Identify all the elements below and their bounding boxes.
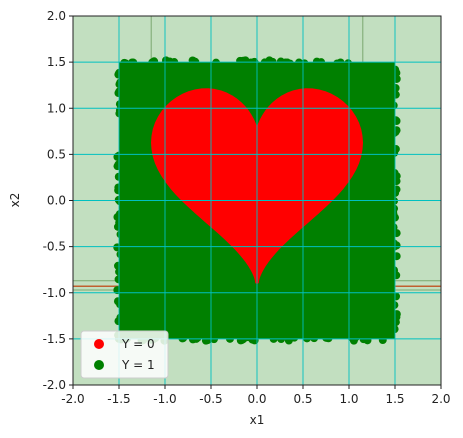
class-1-point <box>303 334 312 343</box>
class-1-point <box>389 207 398 216</box>
y-axis-ticks: -2.0 -1.5 -1.0 -0.5 0.0 0.5 1.0 1.5 2.0 <box>43 9 73 392</box>
class-1-point <box>203 336 212 345</box>
class-1-point <box>113 243 122 252</box>
class-1-point <box>286 59 295 68</box>
class-1-point <box>114 261 123 270</box>
class-1-point <box>389 311 398 320</box>
class-1-point <box>120 58 129 67</box>
class-1-point <box>389 147 398 156</box>
y-tick-label: -1.5 <box>43 332 66 346</box>
y-tick-label: 0.5 <box>47 147 66 161</box>
class-1-point <box>391 318 400 327</box>
class-1-point <box>391 90 400 99</box>
class-1-point <box>344 59 353 68</box>
x-tick-label: 1.0 <box>339 392 358 406</box>
class-1-point <box>188 335 197 344</box>
class-1-point <box>392 68 401 77</box>
class-1-point <box>210 333 219 342</box>
x-tick-label: -1.0 <box>153 392 176 406</box>
class-1-point <box>150 57 159 66</box>
class-1-point <box>392 292 401 301</box>
y-tick-label: 1.5 <box>47 55 66 69</box>
class-1-point <box>115 100 124 109</box>
class-1-point <box>116 250 125 259</box>
y-tick-label: 2.0 <box>47 9 66 23</box>
x-tick-label: -2.0 <box>61 392 84 406</box>
class-1-point <box>279 59 288 68</box>
y-tick-label: -2.0 <box>43 378 66 392</box>
class-1-point <box>129 58 138 67</box>
x-axis-label: x1 <box>250 413 265 427</box>
class-1-point <box>212 58 221 67</box>
class-1-point <box>116 230 125 239</box>
class-1-point <box>248 59 257 68</box>
y-tick-label: 1.0 <box>47 101 66 115</box>
x-tick-label: -0.5 <box>199 392 222 406</box>
y-axis-label: x2 <box>8 193 22 208</box>
class-1-point <box>114 160 123 169</box>
class-1-point <box>114 89 123 98</box>
class-1-point <box>392 229 401 238</box>
legend-label-y0: Y = 0 <box>121 337 155 351</box>
class-1-point <box>389 185 398 194</box>
class-1-point <box>115 215 124 224</box>
x-tick-label: 2.0 <box>431 392 450 406</box>
class-1-point <box>116 313 125 322</box>
class-1-point <box>390 266 399 275</box>
legend-label-y1: Y = 1 <box>121 358 155 372</box>
class-1-point <box>310 334 319 343</box>
class-1-point <box>115 297 124 306</box>
class-1-point <box>114 186 123 195</box>
y-tick-label: -0.5 <box>43 240 66 254</box>
class-1-point <box>242 59 251 68</box>
x-axis-ticks: -2.0 -1.5 -1.0 -0.5 0.0 0.5 1.0 1.5 2.0 <box>61 385 451 406</box>
x-tick-label: 0.0 <box>247 392 266 406</box>
class-1-point <box>390 301 399 310</box>
class-1-point <box>391 116 400 125</box>
legend-marker-y0 <box>94 339 104 349</box>
class-1-point <box>322 333 331 342</box>
class-1-point <box>113 222 122 231</box>
class-1-point <box>347 333 356 342</box>
x-tick-label: -1.5 <box>107 392 130 406</box>
legend: Y = 0 Y = 1 <box>80 330 169 379</box>
grid-lines <box>73 16 441 385</box>
class-1-point <box>178 334 187 343</box>
class-1-point <box>392 177 401 186</box>
class-1-point <box>378 336 387 345</box>
x-tick-label: 1.5 <box>385 392 404 406</box>
x-tick-label: 0.5 <box>293 392 312 406</box>
class-1-point <box>392 126 401 135</box>
y-tick-label: -1.0 <box>43 286 66 300</box>
class-1-point <box>113 152 122 161</box>
legend-marker-y1 <box>94 360 104 370</box>
class-1-point <box>391 84 400 93</box>
class-1-point <box>363 336 372 345</box>
class-1-point <box>236 336 245 345</box>
class-1-point <box>284 336 293 345</box>
class-1-point <box>392 252 401 261</box>
y-tick-label: 0.0 <box>47 194 66 208</box>
class-1-point <box>389 101 398 110</box>
